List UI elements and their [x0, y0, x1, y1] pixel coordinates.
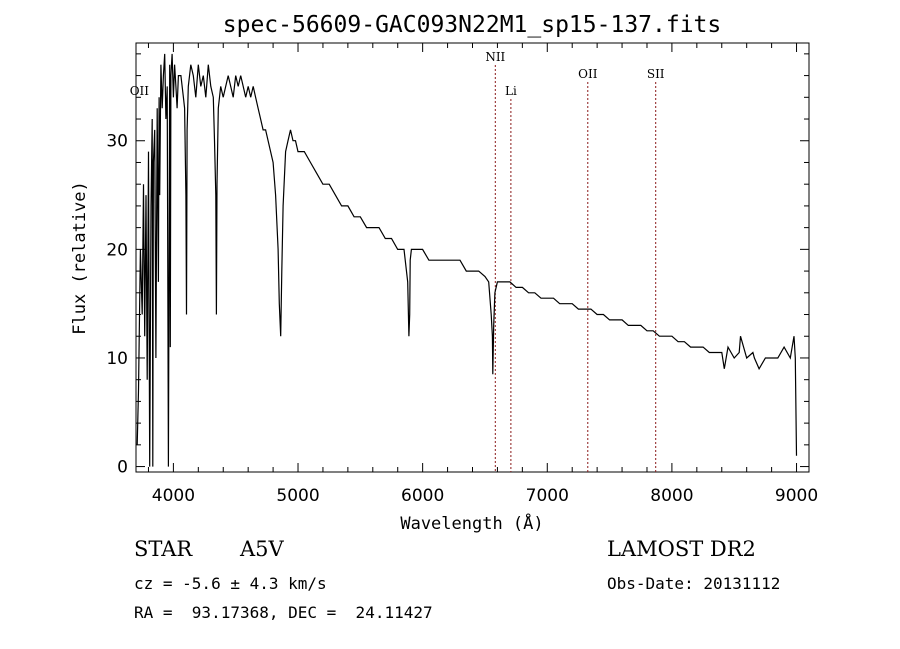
line-label-oii: OII [130, 84, 150, 98]
x-axis-label: Wavelength (Å) [400, 512, 543, 534]
survey-name: LAMOST DR2 [607, 537, 756, 561]
y-tick-label: 0 [117, 458, 128, 478]
line-label-sii: SII [647, 67, 665, 81]
observation-date: Obs-Date: 20131112 [607, 574, 781, 593]
x-tick-label: 8000 [650, 486, 693, 506]
y-tick-label: 10 [106, 349, 128, 369]
coordinates: RA = 93.17368, DEC = 24.11427 [134, 603, 433, 622]
plot-frame [135, 42, 810, 473]
spectrum-chart: spec-56609-GAC093N22M1_sp15-137.fits OII… [70, 12, 818, 534]
x-tick-label: 6000 [401, 486, 444, 506]
y-axis-label: Flux (relative) [70, 181, 90, 335]
x-tick-label: 4000 [152, 486, 195, 506]
axis-ticks: 4000 5000 6000 7000 8000 9000 0 10 20 30 [106, 43, 818, 506]
line-label-nii: NII [485, 50, 505, 64]
y-tick-label: 30 [106, 132, 128, 152]
line-label-oii: OII [578, 67, 598, 81]
subclass: A5V [240, 537, 284, 561]
y-tick-label: 20 [106, 240, 128, 260]
redshift-velocity: cz = -5.6 ± 4.3 km/s [134, 574, 327, 593]
x-tick-label: 5000 [276, 486, 319, 506]
x-tick-label: 9000 [775, 486, 818, 506]
x-tick-label: 7000 [526, 486, 569, 506]
object-type: STAR [134, 537, 193, 561]
chart-title: spec-56609-GAC093N22M1_sp15-137.fits [223, 12, 722, 38]
line-label-li: Li [505, 84, 517, 98]
emission-line-markers: OII NII Li OII SII [130, 50, 665, 472]
spectrum-line [136, 53, 798, 467]
